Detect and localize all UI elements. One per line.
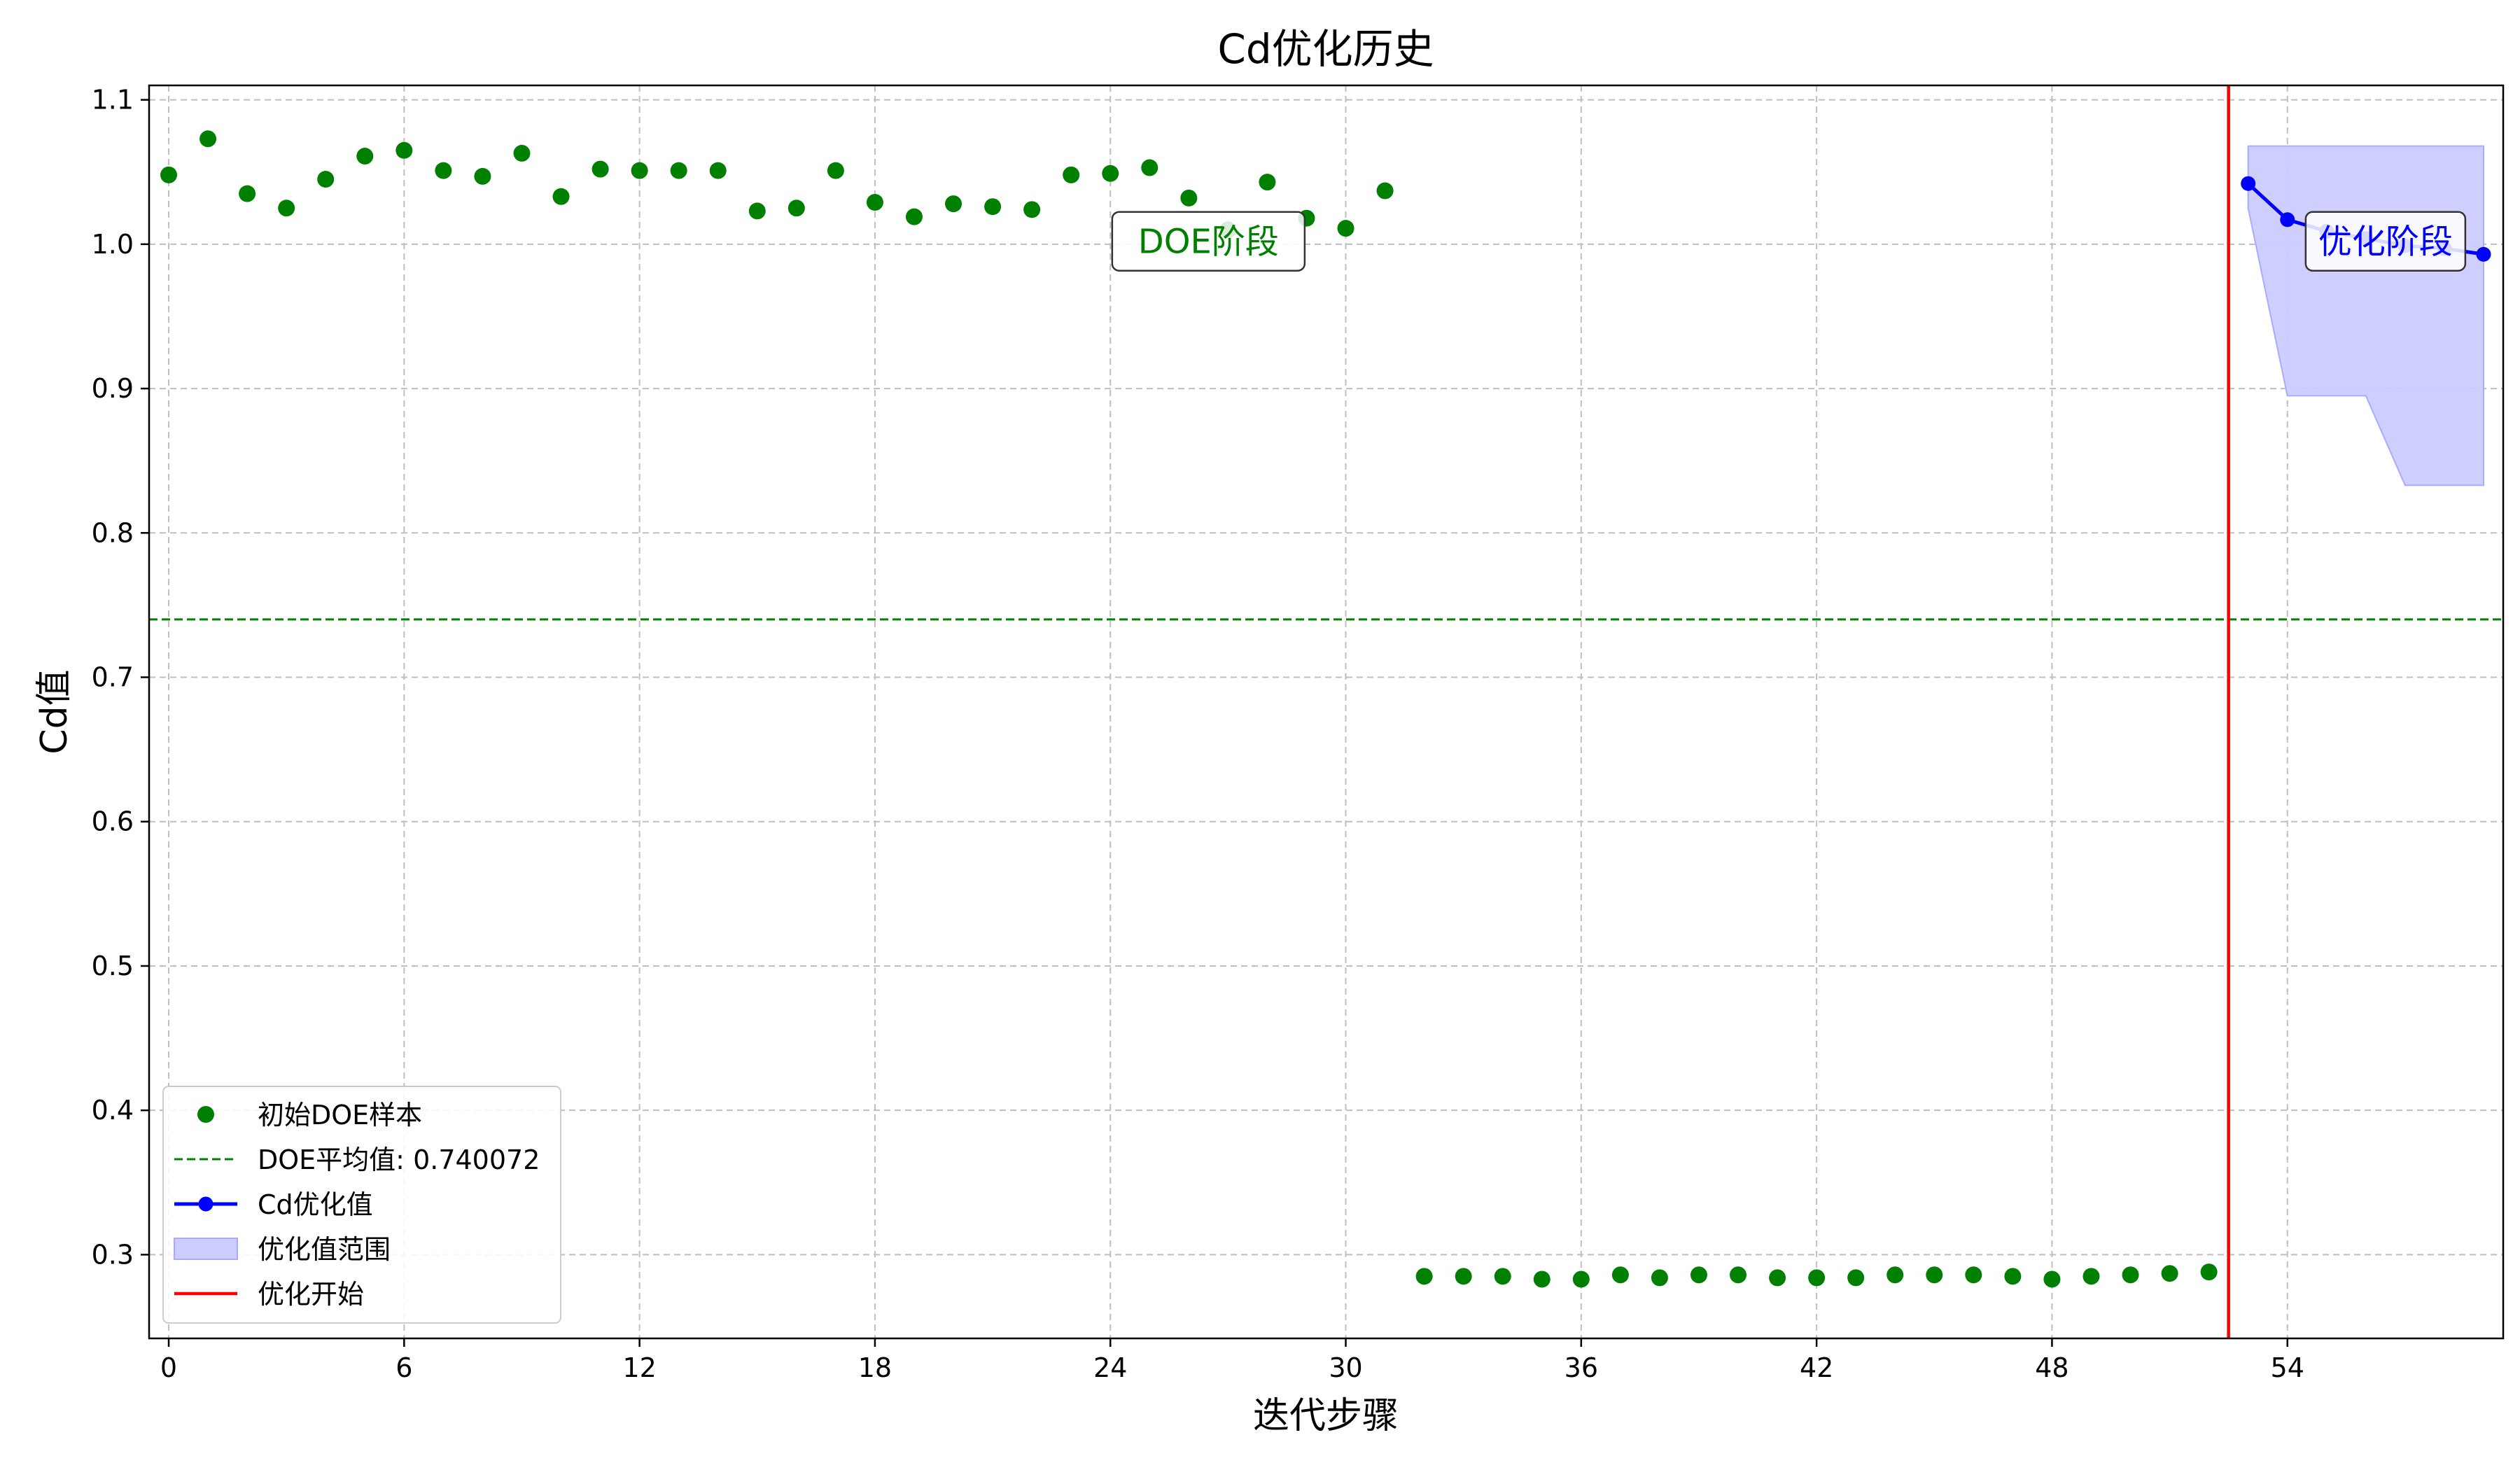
doe-sample-point <box>866 194 883 211</box>
x-tick-label: 30 <box>1329 1352 1362 1383</box>
doe-sample-point <box>474 167 491 185</box>
x-axis-label: 迭代步骤 <box>1253 1395 1399 1437</box>
legend-box <box>162 1086 561 1324</box>
doe-sample-point <box>1180 189 1198 206</box>
doe-sample-point <box>200 130 217 148</box>
doe-sample-point <box>945 195 962 213</box>
legend-range-swatch <box>174 1238 238 1260</box>
doe-sample-point <box>396 141 413 159</box>
doe-sample-point <box>2004 1268 2022 1285</box>
x-tick-label: 0 <box>160 1352 177 1383</box>
doe-sample-point <box>1965 1266 1982 1284</box>
doe-sample-point <box>827 162 844 179</box>
annotation-label: DOE阶段 <box>1138 223 1279 262</box>
doe-sample-point <box>1611 1266 1629 1284</box>
doe-sample-point <box>592 160 609 178</box>
doe-sample-point <box>356 148 374 165</box>
axes-frame <box>148 84 2505 1340</box>
doe-sample-point <box>1651 1269 1668 1287</box>
annotation-box <box>2304 211 2467 272</box>
axis-ticks: 0 6 12 18 24 30 36 42 48 54 0.3 0.4 0.5 0.6 0.7 0.8 0.9 1… <box>92 85 2304 1383</box>
doe-sample-point <box>748 202 766 220</box>
y-axis-label: Cd值 <box>34 669 76 754</box>
x-tick-label: 18 <box>858 1352 892 1383</box>
legend-doe-marker <box>197 1106 214 1123</box>
doe-sample-point <box>1808 1269 1826 1287</box>
y-tick-label: 0.9 <box>92 373 134 404</box>
doe-sample-point <box>1259 174 1276 191</box>
doe-sample-point <box>2161 1265 2178 1282</box>
doe-sample-point <box>709 162 727 179</box>
y-tick-label: 1.1 <box>92 85 134 115</box>
x-tick-label: 12 <box>622 1352 656 1383</box>
doe-sample-point <box>435 162 452 179</box>
doe-sample-point <box>513 144 531 162</box>
doe-sample-point <box>2043 1270 2061 1288</box>
y-tick-label: 0.7 <box>92 662 134 693</box>
annotations: DOE阶段 优化阶段 <box>1111 211 2467 272</box>
doe-sample-point <box>1769 1269 1786 1287</box>
doe-sample-point <box>670 162 687 179</box>
doe-sample-point <box>1926 1266 1943 1284</box>
doe-sample-point <box>1494 1268 1511 1285</box>
doe-sample-point <box>1533 1270 1550 1288</box>
legend-range-label: 优化值范围 <box>258 1234 391 1265</box>
doe-sample-point <box>1690 1266 1707 1284</box>
doe-sample-point <box>788 200 805 217</box>
y-tick-label: 1.0 <box>92 229 134 260</box>
doe-sample-point <box>1141 159 1158 176</box>
doe-sample-point <box>239 185 256 202</box>
y-tick-label: 0.5 <box>92 951 134 981</box>
optimization-point <box>2241 176 2256 191</box>
legend-mean-label: DOE平均值: 0.740072 <box>258 1144 540 1175</box>
doe-sample-point <box>1455 1268 1472 1285</box>
annotation-label: 优化阶段 <box>2318 223 2453 262</box>
y-tick-label: 0.8 <box>92 517 134 548</box>
doe-sample-point <box>1730 1266 1747 1284</box>
doe-sample-point <box>1415 1268 1433 1285</box>
x-tick-label: 48 <box>2035 1352 2068 1383</box>
x-tick-label: 36 <box>1564 1352 1598 1383</box>
doe-sample-point <box>1023 201 1041 218</box>
doe-sample-point <box>1572 1270 1590 1288</box>
legend-doe-label: 初始DOE样本 <box>258 1100 422 1130</box>
optimization-point <box>2476 246 2491 262</box>
legend-opt-label: Cd优化值 <box>258 1189 373 1220</box>
doe-sample-point <box>2082 1268 2100 1285</box>
doe-sample-point <box>984 198 1002 216</box>
y-tick-label: 0.3 <box>92 1239 134 1270</box>
doe-sample-point <box>2200 1264 2218 1281</box>
doe-sample-point <box>1886 1266 1904 1284</box>
doe-sample-point <box>905 208 923 225</box>
doe-sample-point <box>1063 166 1080 183</box>
x-tick-label: 54 <box>2271 1352 2304 1383</box>
doe-sample-point <box>552 188 570 205</box>
legend-opt-marker <box>198 1196 214 1212</box>
x-tick-label: 24 <box>1093 1352 1127 1383</box>
chart-title: Cd优化历史 <box>1217 25 1434 73</box>
optimization-point <box>2280 212 2295 227</box>
doe-sample-point <box>278 200 295 217</box>
y-tick-label: 0.6 <box>92 806 134 837</box>
doe-sample-point <box>1102 164 1119 182</box>
doe-sample-point <box>1847 1269 1865 1287</box>
x-tick-label: 6 <box>396 1352 412 1383</box>
doe-sample-point <box>317 171 335 188</box>
annotation-box <box>1111 211 1306 272</box>
doe-sample-point <box>1337 220 1354 237</box>
doe-sample-point <box>631 162 648 179</box>
doe-sample-point <box>160 166 178 183</box>
doe-sample-point <box>2122 1266 2139 1284</box>
y-tick-label: 0.4 <box>92 1095 134 1126</box>
x-tick-label: 42 <box>1800 1352 1833 1383</box>
legend-start-label: 优化开始 <box>258 1279 364 1310</box>
doe-sample-point <box>1376 182 1394 200</box>
